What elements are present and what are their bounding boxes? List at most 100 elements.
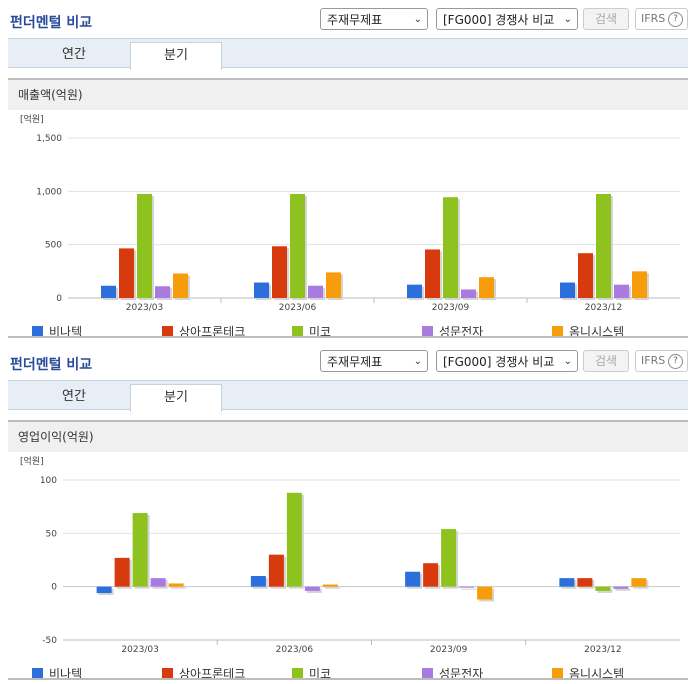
bar[interactable] xyxy=(461,289,476,298)
ifrs-label: IFRS xyxy=(641,354,666,367)
bar[interactable] xyxy=(595,586,611,591)
search-button[interactable]: 검색 xyxy=(583,350,629,372)
legend-item[interactable]: 미코 xyxy=(292,665,331,682)
chevron-down-icon: ⌄ xyxy=(563,356,572,367)
unit-label: [억원] xyxy=(20,113,44,125)
chart-area: [억원] 0 500 1,000 1,500 2023/03 2023/06 2023/09 2… xyxy=(8,110,688,341)
x-tick-label: 2023/06 xyxy=(276,645,314,655)
bar[interactable] xyxy=(632,271,647,298)
bar[interactable] xyxy=(322,584,338,587)
legend-label: 비나텍 xyxy=(49,325,83,339)
bar[interactable] xyxy=(304,586,320,591)
chevron-down-icon: ⌄ xyxy=(563,14,572,25)
bar[interactable] xyxy=(479,277,494,298)
bar[interactable] xyxy=(308,285,323,298)
metric-title: 매출액(억원) xyxy=(8,78,688,110)
bar[interactable] xyxy=(254,282,269,298)
legend-swatch xyxy=(552,326,563,337)
bar[interactable] xyxy=(132,513,148,587)
statement-type-select[interactable]: 주재무제표 ⌄ xyxy=(320,350,428,372)
bar[interactable] xyxy=(614,284,629,298)
y-tick-label: 0 xyxy=(51,583,57,593)
bar[interactable] xyxy=(250,576,266,587)
y-tick-label: -50 xyxy=(42,636,57,646)
bar[interactable] xyxy=(137,194,152,298)
help-icon[interactable]: ? xyxy=(668,12,683,27)
bar[interactable] xyxy=(559,578,575,587)
x-tick-label: 2023/12 xyxy=(585,303,622,313)
bar[interactable] xyxy=(578,253,593,298)
legend-item[interactable]: 상아프론테크 xyxy=(162,323,245,340)
bar[interactable] xyxy=(168,583,184,587)
legend-item[interactable]: 성문전자 xyxy=(422,323,483,340)
bar[interactable] xyxy=(631,578,647,587)
bar[interactable] xyxy=(272,246,287,298)
tab-quarterly[interactable]: 분기 xyxy=(130,42,222,70)
legend-label: 옴니시스템 xyxy=(569,667,625,681)
x-tick-label: 2023/03 xyxy=(126,303,163,313)
bar[interactable] xyxy=(560,282,575,298)
legend-item[interactable]: 상아프론테크 xyxy=(162,665,245,682)
bar-shadow xyxy=(324,586,340,589)
bar[interactable] xyxy=(290,194,305,298)
bar[interactable] xyxy=(96,586,112,594)
bar[interactable] xyxy=(423,563,439,587)
bar[interactable] xyxy=(268,554,284,587)
bar[interactable] xyxy=(405,571,421,587)
help-icon[interactable]: ? xyxy=(668,354,683,369)
legend-label: 상아프론테크 xyxy=(179,325,246,339)
bar[interactable] xyxy=(477,586,493,600)
metric-title: 영업이익(억원) xyxy=(8,420,688,452)
x-tick-label: 2023/03 xyxy=(121,645,158,655)
bar[interactable] xyxy=(286,492,302,587)
bar[interactable] xyxy=(173,273,188,298)
bar[interactable] xyxy=(326,272,341,298)
legend-swatch xyxy=(32,326,43,337)
bar[interactable] xyxy=(150,578,166,587)
bar[interactable] xyxy=(155,286,170,298)
fundamental-panel-sales: 펀더멘털 비교 주재무제표 ⌄ [FG000] 경쟁사 비교 ⌄ 검색 IFRS… xyxy=(0,0,696,341)
statement-type-value: 주재무제표 xyxy=(327,13,383,27)
bar[interactable] xyxy=(613,586,629,589)
bar[interactable] xyxy=(441,529,457,587)
x-tick-label: 2023/12 xyxy=(584,645,621,655)
bar[interactable] xyxy=(119,248,134,298)
legend-swatch xyxy=(292,326,303,337)
legend-item[interactable]: 비나텍 xyxy=(32,665,82,682)
bar[interactable] xyxy=(577,578,593,587)
legend-swatch xyxy=(422,326,433,337)
comparison-group-select[interactable]: [FG000] 경쟁사 비교 ⌄ xyxy=(436,350,578,372)
tab-annual[interactable]: 연간 xyxy=(62,47,86,62)
legend-item[interactable]: 성문전자 xyxy=(422,665,483,682)
search-button[interactable]: 검색 xyxy=(583,8,629,30)
comparison-group-value: [FG000] 경쟁사 비교 xyxy=(443,355,555,369)
bar[interactable] xyxy=(596,194,611,298)
bar[interactable] xyxy=(425,249,440,298)
legend-label: 미코 xyxy=(309,667,332,681)
bar[interactable] xyxy=(443,197,458,298)
unit-label: [억원] xyxy=(20,455,44,467)
bar[interactable] xyxy=(407,284,422,298)
ifrs-toggle[interactable]: IFRS ? xyxy=(635,350,688,372)
legend-label: 성문전자 xyxy=(439,667,484,681)
bar[interactable] xyxy=(101,285,116,298)
legend-item[interactable]: 미코 xyxy=(292,323,331,340)
bar-shadow xyxy=(170,585,186,589)
comparison-group-select[interactable]: [FG000] 경쟁사 비교 ⌄ xyxy=(436,8,578,30)
legend-item[interactable]: 옴니시스템 xyxy=(552,665,624,682)
legend-swatch xyxy=(552,668,563,679)
legend-item[interactable]: 옴니시스템 xyxy=(552,323,624,340)
legend-swatch xyxy=(422,668,433,679)
bar[interactable] xyxy=(114,557,130,587)
ifrs-toggle[interactable]: IFRS ? xyxy=(635,8,688,30)
y-tick-label: 100 xyxy=(40,476,57,486)
bar[interactable] xyxy=(459,586,475,588)
statement-type-select[interactable]: 주재무제표 ⌄ xyxy=(320,8,428,30)
tab-quarterly[interactable]: 분기 xyxy=(130,384,222,412)
divider xyxy=(8,336,688,338)
legend-item[interactable]: 비나텍 xyxy=(32,323,82,340)
tab-annual[interactable]: 연간 xyxy=(62,389,86,404)
x-tick-label: 2023/09 xyxy=(432,303,470,313)
legend-swatch xyxy=(292,668,303,679)
legend-label: 비나텍 xyxy=(49,667,83,681)
